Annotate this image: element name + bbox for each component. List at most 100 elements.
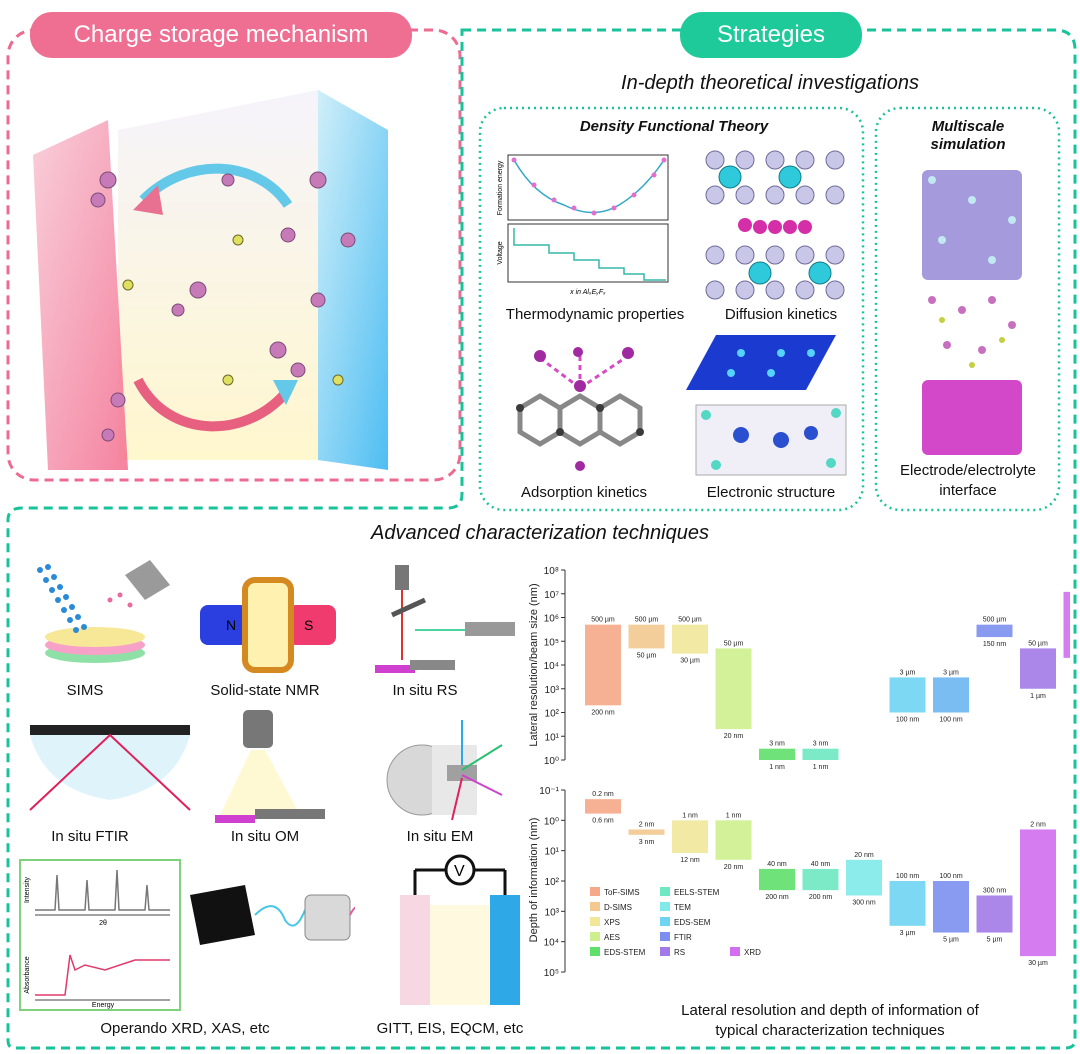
- chart2-bar-tem: [846, 859, 882, 896]
- chart1-bar-low-label: 1 nm: [813, 764, 829, 771]
- chart1-bar-d-sims: [628, 624, 665, 649]
- caption-multiscale-1: Electrode/electrolyte: [900, 462, 1036, 479]
- legend-swatch: [660, 947, 670, 956]
- thermo-plot: Formation energy Voltage x in AlₓEᵧFₓ: [497, 154, 669, 296]
- chart2-bar-ftir: [933, 881, 969, 933]
- electronic-structure-illustration: [686, 335, 847, 476]
- chart1-bar-ftir: [933, 677, 969, 713]
- chart1-bar-low-label: 1 µm: [1030, 693, 1046, 700]
- chart2-bar-high-label: 3 µm: [900, 930, 916, 937]
- label-ftir: In situ FTIR: [51, 828, 129, 845]
- chart1-tick-label: 10⁸: [544, 566, 559, 577]
- strategies-title: Strategies: [680, 12, 862, 58]
- chart2-ylabel: Depth of information (nm): [528, 818, 540, 943]
- formation-ylabel: Formation energy: [497, 160, 504, 215]
- chart2-bar-low-label: 40 nm: [767, 861, 787, 868]
- chart-caption-2: typical characterization techniques: [715, 1022, 945, 1039]
- nmr-illustration: N S: [200, 577, 336, 673]
- chart2-tick-label: 10⁵: [544, 968, 559, 979]
- chart1-bar-low-label: 1 nm: [769, 764, 785, 771]
- chart2-bar-d-sims: [628, 829, 665, 835]
- legend-swatch: [590, 887, 600, 896]
- chart1-bar-high-label: 500 µm: [678, 617, 702, 624]
- chart1-bar-high-label: 500 µm: [635, 617, 659, 624]
- chart2-bar-low-label: 100 nm: [896, 873, 920, 880]
- label-em: In situ EM: [406, 828, 474, 845]
- chart2-bar-high-label: 200 nm: [765, 894, 789, 901]
- voltage-ylabel: Voltage: [497, 241, 504, 264]
- chart2-bar-low-label: 2 nm: [1030, 821, 1046, 828]
- nmr-s-label: S: [304, 617, 313, 633]
- legend-swatch: [590, 902, 600, 911]
- chart1-tick-label: 10³: [545, 685, 560, 696]
- chart1-bar-high-label: 3 µm: [943, 669, 959, 676]
- dft-frame: [478, 106, 865, 512]
- chart2-bar-high-label: 5 µm: [987, 937, 1003, 944]
- xas-absorbance-label: Absorbance: [24, 956, 31, 993]
- chart2-bar-eds-sem: [889, 881, 926, 926]
- label-rs: In situ RS: [392, 682, 458, 699]
- chart2-bar-high-label: 0.6 nm: [592, 818, 614, 825]
- chart-caption-1: Lateral resolution and depth of informat…: [681, 1002, 979, 1019]
- chart1-bar-low-label: 150 nm: [983, 641, 1007, 648]
- chart2-bar-rs: [976, 895, 1013, 933]
- chart1-bar-low-label: 200 nm: [591, 709, 615, 716]
- chart2-bar-high-label: 30 µm: [1028, 960, 1048, 967]
- chart1-ylabel: Lateral resolution/beam size (nm): [528, 583, 540, 746]
- chart1-tick-label: 10⁶: [544, 614, 559, 625]
- caption-thermo: Thermodynamic properties: [505, 306, 685, 323]
- diffusion-illustration: [705, 150, 845, 300]
- em-illustration: [386, 720, 503, 821]
- chart1-bar-high-label: 500 µm: [591, 617, 615, 624]
- label-gitt: GITT, EIS, EQCM, etc: [376, 1020, 524, 1037]
- chart1-bar-high-label: 50 µm: [1028, 640, 1048, 647]
- chart2-bar-high-label: 200 nm: [809, 894, 833, 901]
- chart1-bar-high-label: 3 µm: [900, 669, 916, 676]
- chart2-bar-xps: [672, 820, 708, 854]
- legend-label: EDS-STEM: [604, 948, 646, 957]
- legend-label: EELS-STEM: [674, 888, 720, 897]
- characterization-title: Advanced characterization techniques: [371, 522, 709, 544]
- chart2-bar-high-label: 5 µm: [943, 937, 959, 944]
- chart2-tick-label: 10³: [545, 907, 560, 918]
- characterization-charts: 10⁰ 10¹ 10² 10³ 10⁴ 10⁵ 10⁶ 10⁷ 10⁸ Lateral resol…: [528, 566, 1070, 979]
- chart2-bar-tof-sims: [585, 799, 621, 814]
- chart1-bar-low-label: 100 nm: [896, 717, 920, 724]
- chart2-bar-low-label: 300 nm: [983, 887, 1007, 894]
- multiscale-illustration: [922, 170, 1022, 455]
- label-xrd: Operando XRD, XAS, etc: [100, 1020, 270, 1037]
- legend-label: TEM: [674, 903, 691, 912]
- legend-label: XRD: [744, 948, 761, 957]
- chart2-bar-high-label: 20 nm: [724, 864, 744, 871]
- chart2-bar-low-label: 40 nm: [811, 861, 831, 868]
- chart2-tick-label: 10¹: [545, 847, 560, 858]
- legend-label: FTIR: [674, 933, 692, 942]
- legend-label: EDS-SEM: [674, 918, 711, 927]
- caption-multiscale-2: interface: [939, 482, 997, 499]
- arrow-top: [139, 163, 293, 208]
- chart1-tick-label: 10¹: [545, 732, 560, 743]
- chart1-bar-low-label: 20 nm: [724, 733, 744, 740]
- chart1-bar-low-label: 50 µm: [637, 652, 657, 659]
- theoretical-subtitle: In-depth theoretical investigations: [621, 72, 919, 94]
- legend-label: AES: [604, 933, 620, 942]
- chart1-bar-high-label: 3 nm: [769, 741, 785, 748]
- legend-swatch: [590, 947, 600, 956]
- legend-swatch: [660, 887, 670, 896]
- xas-energy-label: Energy: [92, 1002, 115, 1009]
- legend-swatch: [660, 932, 670, 941]
- chart1-tick-label: 10⁰: [544, 756, 559, 767]
- chart1-bar-high-label: 3 nm: [813, 741, 829, 748]
- multiscale-title-2: simulation: [930, 136, 1006, 153]
- chart1-bar-xps: [672, 624, 708, 654]
- legend-label: ToF-SIMS: [604, 888, 640, 897]
- dft-title: Density Functional Theory: [579, 118, 769, 135]
- chart2-tick-label: 10⁰: [544, 816, 559, 827]
- chart1-bar-low-label: 30 µm: [680, 658, 700, 665]
- chart2-bar-low-label: 1 nm: [726, 812, 742, 819]
- electrolyte-region: [118, 90, 318, 460]
- chart2-bar-high-label: 3 nm: [639, 839, 655, 846]
- legend-label: XPS: [604, 918, 620, 927]
- label-sims: SIMS: [66, 682, 104, 699]
- gitt-v-label: V: [454, 863, 465, 880]
